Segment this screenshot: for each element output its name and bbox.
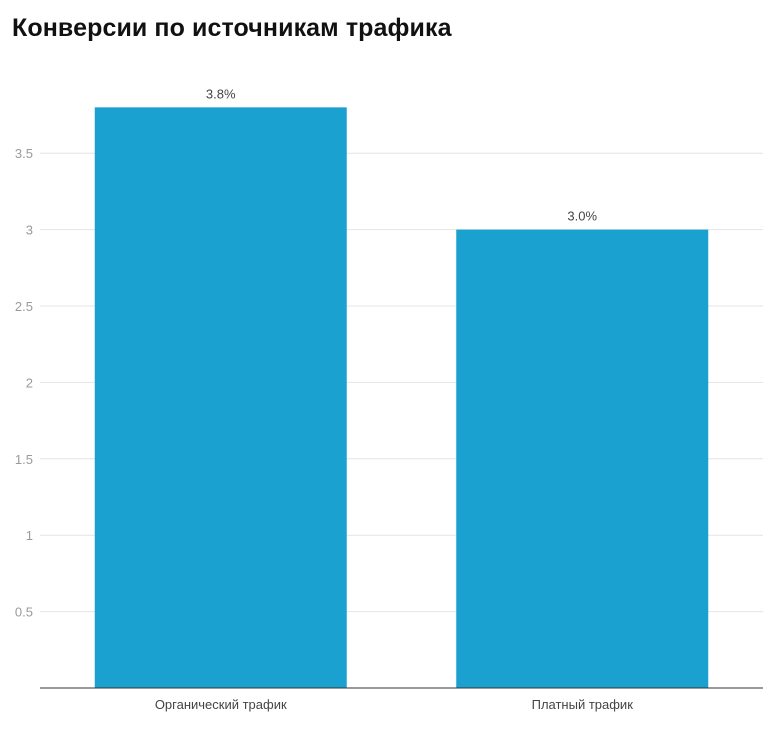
bar-1 bbox=[94, 107, 347, 689]
x-category-label: Органический трафик bbox=[155, 697, 287, 712]
data-label: 3.8% bbox=[206, 86, 236, 101]
y-tick-label: 2.5 bbox=[15, 299, 33, 314]
y-tick-label: 0.5 bbox=[15, 605, 33, 620]
chart-title: Конверсии по источникам трафика bbox=[12, 14, 452, 42]
y-tick-label: 1.5 bbox=[15, 452, 33, 467]
x-category-label: Платный трафик bbox=[532, 697, 634, 712]
bar-2 bbox=[456, 229, 709, 688]
data-label: 3.0% bbox=[567, 209, 597, 224]
y-tick-label: 3.5 bbox=[15, 146, 33, 161]
y-tick-label: 3 bbox=[26, 223, 33, 238]
y-tick-label: 1 bbox=[26, 528, 33, 543]
y-tick-label: 2 bbox=[26, 375, 33, 390]
